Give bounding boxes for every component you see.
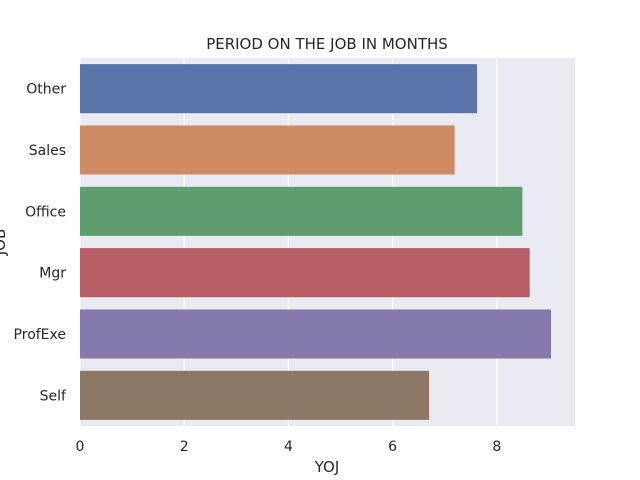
y-tick-label-mgr: Mgr — [39, 266, 66, 282]
y-tick-label-self: Self — [40, 388, 67, 404]
x-tick-label: 8 — [492, 439, 501, 455]
plot-area — [80, 58, 575, 426]
chart-title: PERIOD ON THE JOB IN MONTHS — [206, 35, 448, 53]
gridlines — [79, 58, 498, 426]
x-tick-label: 4 — [284, 439, 293, 455]
y-axis-label: JOB — [0, 229, 9, 257]
bars — [80, 64, 552, 420]
bar-mgr — [80, 248, 530, 298]
y-tick-label-other: Other — [26, 82, 66, 98]
bar-profexe — [80, 309, 552, 359]
y-tick-labels: Other Sales Office Mgr ProfExe Self — [14, 82, 68, 405]
x-axis-label: YOJ — [314, 458, 340, 476]
y-tick-label-office: Office — [25, 204, 66, 220]
y-tick-label-profexe: ProfExe — [14, 327, 66, 343]
bar-other — [80, 64, 478, 114]
x-tick-label: 0 — [76, 439, 85, 455]
x-tick-label: 6 — [388, 439, 397, 455]
bar-sales — [80, 125, 455, 175]
x-tick-label: 2 — [180, 439, 189, 455]
bar-self — [80, 370, 430, 420]
bar-office — [80, 186, 523, 236]
y-tick-label-sales: Sales — [29, 143, 66, 159]
x-tick-labels: 0 2 4 6 8 — [76, 439, 502, 455]
